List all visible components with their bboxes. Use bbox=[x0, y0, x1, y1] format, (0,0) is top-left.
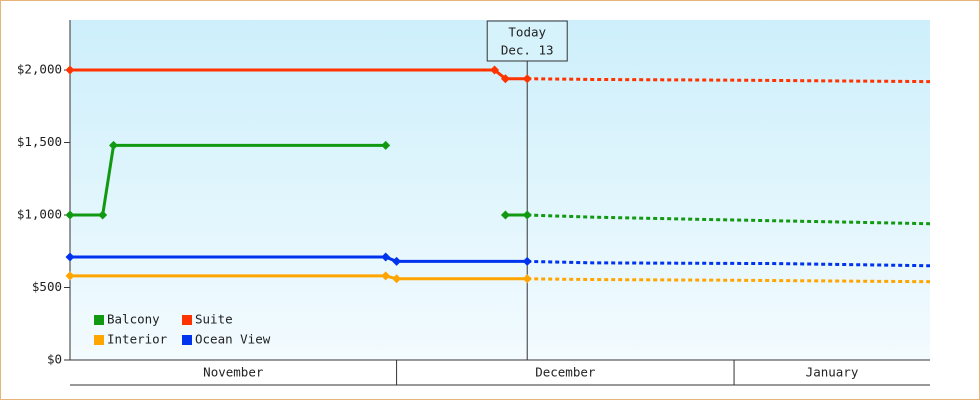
legend-label: Ocean View bbox=[195, 332, 271, 347]
price-point bbox=[381, 140, 391, 150]
y-tick-label: $500 bbox=[32, 279, 62, 294]
price-point bbox=[65, 210, 75, 220]
legend-swatch bbox=[182, 335, 192, 345]
legend-swatch bbox=[94, 315, 104, 325]
month-label: December bbox=[535, 365, 596, 380]
price-point bbox=[522, 256, 532, 266]
price-line bbox=[70, 68, 528, 81]
legend-swatch bbox=[182, 315, 192, 325]
today-box bbox=[486, 20, 568, 62]
forecast-line bbox=[527, 77, 931, 84]
price-line bbox=[70, 274, 528, 281]
legend-label: Suite bbox=[195, 312, 233, 327]
legend-swatch bbox=[94, 335, 104, 345]
price-point bbox=[65, 65, 75, 75]
price-line bbox=[70, 255, 528, 263]
month-label: January bbox=[806, 365, 859, 380]
price-point bbox=[522, 74, 532, 84]
price-point bbox=[109, 140, 119, 150]
today-label: Dec. 13 bbox=[501, 43, 554, 58]
forecast-line bbox=[527, 277, 931, 284]
price-point bbox=[381, 252, 391, 262]
y-tick-label: $2,000 bbox=[17, 62, 62, 77]
price-point bbox=[98, 210, 108, 220]
plot-area bbox=[70, 20, 930, 360]
y-tick-label: $1,500 bbox=[17, 134, 62, 149]
month-label: November bbox=[203, 365, 264, 380]
price-point bbox=[490, 65, 500, 75]
price-point bbox=[522, 274, 532, 284]
price-point bbox=[500, 74, 510, 84]
price-point bbox=[522, 210, 532, 220]
price-point bbox=[392, 274, 402, 284]
legend-label: Balcony bbox=[107, 312, 160, 327]
forecast-line bbox=[527, 213, 931, 226]
forecast-line bbox=[527, 259, 931, 268]
y-tick-label: $1,000 bbox=[17, 207, 62, 222]
price-point bbox=[392, 256, 402, 266]
y-tick-label: $0 bbox=[47, 352, 62, 367]
price-point bbox=[500, 210, 510, 220]
legend-label: Interior bbox=[107, 332, 168, 347]
today-label: Today bbox=[508, 25, 546, 40]
price-point bbox=[381, 271, 391, 281]
price-point bbox=[65, 271, 75, 281]
price-point bbox=[65, 252, 75, 262]
